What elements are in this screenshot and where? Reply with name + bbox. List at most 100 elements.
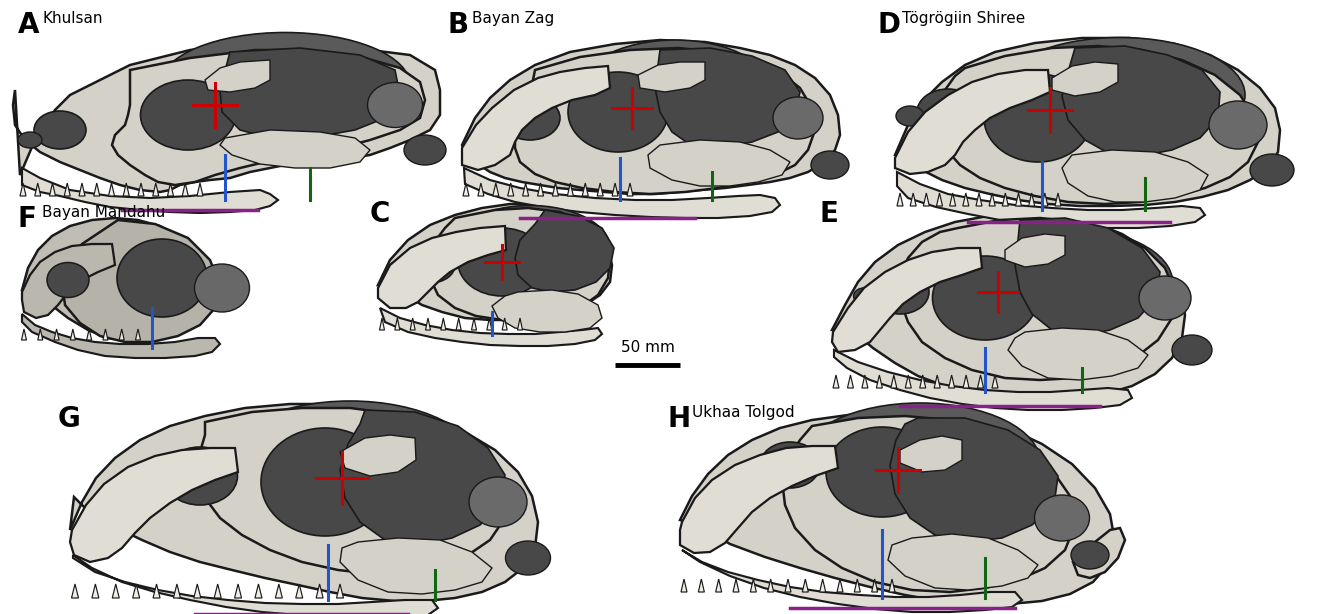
Ellipse shape: [1209, 101, 1267, 149]
Polygon shape: [989, 193, 995, 206]
Ellipse shape: [1172, 335, 1212, 365]
Ellipse shape: [774, 97, 822, 139]
Ellipse shape: [741, 461, 767, 479]
Polygon shape: [492, 183, 499, 196]
Polygon shape: [487, 318, 492, 330]
Polygon shape: [112, 584, 119, 598]
Polygon shape: [411, 318, 416, 330]
Polygon shape: [214, 584, 222, 598]
Polygon shape: [871, 579, 878, 592]
Polygon shape: [123, 183, 129, 196]
Polygon shape: [38, 329, 42, 340]
Ellipse shape: [34, 111, 86, 149]
Polygon shape: [781, 416, 1074, 592]
Polygon shape: [517, 318, 523, 330]
Polygon shape: [380, 308, 602, 346]
Polygon shape: [923, 193, 929, 206]
Ellipse shape: [48, 263, 88, 298]
Ellipse shape: [404, 135, 446, 165]
Ellipse shape: [810, 151, 849, 179]
Polygon shape: [92, 584, 99, 598]
Ellipse shape: [896, 106, 924, 126]
Polygon shape: [173, 584, 181, 598]
Polygon shape: [492, 290, 602, 332]
Ellipse shape: [568, 72, 668, 152]
Text: Ukhaa Tolgod: Ukhaa Tolgod: [692, 405, 795, 420]
Polygon shape: [220, 130, 370, 168]
Polygon shape: [132, 584, 140, 598]
Polygon shape: [681, 579, 686, 592]
Polygon shape: [906, 375, 911, 388]
Polygon shape: [1015, 193, 1022, 206]
Ellipse shape: [405, 247, 455, 283]
Polygon shape: [1055, 193, 1061, 206]
Polygon shape: [515, 48, 814, 194]
Polygon shape: [478, 183, 484, 196]
Text: Bayan Mandahu: Bayan Mandahu: [42, 205, 165, 220]
Text: B: B: [447, 11, 469, 39]
Polygon shape: [425, 318, 430, 330]
Polygon shape: [1041, 193, 1048, 206]
Text: 50 mm: 50 mm: [620, 340, 675, 355]
Polygon shape: [832, 248, 982, 352]
Text: H: H: [668, 405, 692, 433]
Polygon shape: [854, 579, 861, 592]
Polygon shape: [627, 183, 634, 196]
Polygon shape: [54, 329, 59, 340]
Polygon shape: [888, 534, 1038, 590]
Polygon shape: [1002, 193, 1008, 206]
Polygon shape: [315, 584, 323, 598]
Polygon shape: [70, 404, 539, 601]
Polygon shape: [837, 579, 843, 592]
Ellipse shape: [450, 206, 610, 290]
Polygon shape: [655, 48, 800, 148]
Polygon shape: [612, 183, 618, 196]
Polygon shape: [1008, 328, 1148, 380]
Polygon shape: [296, 584, 302, 598]
Polygon shape: [87, 329, 91, 340]
Polygon shape: [1028, 193, 1035, 206]
Polygon shape: [900, 436, 962, 472]
Polygon shape: [1063, 46, 1220, 156]
Polygon shape: [205, 60, 271, 92]
Polygon shape: [34, 183, 41, 196]
Polygon shape: [733, 579, 739, 592]
Polygon shape: [978, 375, 983, 388]
Polygon shape: [523, 183, 528, 196]
Polygon shape: [900, 218, 1175, 380]
Text: C: C: [370, 200, 391, 228]
Ellipse shape: [261, 428, 389, 536]
Polygon shape: [785, 579, 791, 592]
Polygon shape: [62, 220, 220, 342]
Polygon shape: [20, 183, 26, 196]
Ellipse shape: [160, 33, 411, 138]
Ellipse shape: [917, 89, 979, 135]
Ellipse shape: [18, 132, 42, 148]
Ellipse shape: [1071, 541, 1109, 569]
Polygon shape: [648, 140, 789, 186]
Polygon shape: [993, 375, 998, 388]
Ellipse shape: [469, 477, 527, 527]
Polygon shape: [22, 244, 115, 318]
Text: E: E: [820, 200, 840, 228]
Polygon shape: [964, 375, 969, 388]
Polygon shape: [895, 70, 1049, 174]
Polygon shape: [70, 448, 238, 562]
Polygon shape: [862, 375, 869, 388]
Polygon shape: [471, 318, 477, 330]
Polygon shape: [834, 350, 1133, 410]
Polygon shape: [108, 183, 115, 196]
Ellipse shape: [458, 228, 546, 296]
Ellipse shape: [162, 447, 238, 505]
Polygon shape: [680, 412, 1115, 604]
Polygon shape: [220, 48, 400, 138]
Polygon shape: [255, 584, 261, 598]
Text: A: A: [18, 11, 40, 39]
Polygon shape: [341, 410, 506, 545]
Polygon shape: [103, 329, 108, 340]
Polygon shape: [582, 183, 589, 196]
Polygon shape: [182, 183, 189, 196]
Polygon shape: [515, 210, 614, 292]
Polygon shape: [21, 329, 26, 340]
Polygon shape: [975, 193, 982, 206]
